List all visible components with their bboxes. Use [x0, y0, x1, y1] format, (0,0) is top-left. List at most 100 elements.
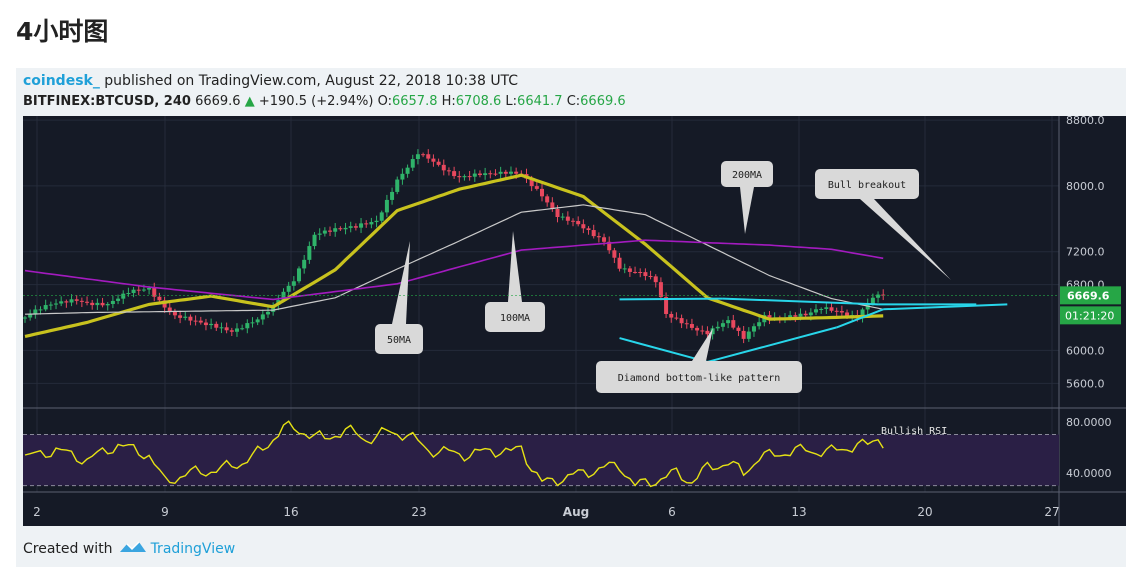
candle-up [147, 287, 152, 290]
candle-up [720, 323, 725, 327]
symbol-label: BITFINEX:BTCUSD, 240 [23, 94, 191, 109]
candle-up [410, 159, 415, 168]
candle-down [540, 188, 544, 197]
candle-up [798, 313, 803, 317]
candle-down [545, 196, 550, 203]
rsi-annotation: Bullish RSI [881, 426, 947, 437]
price-chart-svg[interactable]: 50MA 100MA 200MA Bull breakout Diamond botto… [23, 116, 1126, 526]
candle-down [612, 250, 617, 258]
candle-up [105, 303, 110, 306]
candle-down [731, 320, 736, 328]
candle-up [116, 298, 121, 301]
open-value: 6657.8 [391, 94, 438, 109]
tradingview-link[interactable]: TradingView [150, 541, 236, 557]
candle-down [689, 324, 694, 328]
candle-up [255, 319, 260, 323]
candle-up [622, 268, 627, 270]
candle-up [312, 234, 317, 247]
chart-area[interactable]: 50MA 100MA 200MA Bull breakout Diamond botto… [23, 116, 1126, 526]
candle-down [602, 237, 607, 242]
candle-up [726, 320, 731, 324]
callout-100ma-label: 100MA [500, 313, 530, 324]
candle-up [59, 301, 64, 304]
symbol-info: BITFINEX:BTCUSD, 240 6669.6 ▲ +190.5 (+2… [23, 94, 626, 109]
candle-down [152, 287, 157, 297]
candle-up [374, 220, 379, 223]
candle-down [203, 322, 208, 326]
candle-down [839, 311, 844, 313]
candle-up [415, 154, 420, 160]
close-value: 6669.6 [580, 94, 626, 109]
candle-down [178, 315, 183, 318]
candle-down [627, 268, 632, 272]
candle-up [260, 314, 265, 320]
candle-up [472, 173, 477, 177]
candle-down [338, 228, 343, 230]
candle-up [28, 314, 33, 318]
footer: Created with TradingView [23, 540, 235, 558]
candle-down [85, 301, 90, 303]
pattern-line [707, 326, 837, 363]
candle-down [741, 330, 746, 339]
candle-up [710, 328, 715, 335]
candle-up [245, 323, 250, 329]
candle-down [431, 158, 436, 162]
author-link[interactable]: coindesk_ [23, 73, 100, 89]
candle-down [591, 230, 596, 237]
open-label: O: [377, 94, 392, 109]
candle-up [183, 316, 188, 318]
tradingview-logo-icon[interactable] [119, 540, 147, 558]
candle-down [607, 241, 612, 251]
rsi-line [24, 420, 884, 488]
candle-up [291, 281, 296, 286]
candle-up [265, 311, 270, 315]
candle-down [767, 315, 772, 319]
candle-down [64, 301, 69, 303]
created-with-text: Created with [23, 541, 113, 557]
candle-up [400, 173, 405, 180]
candle-down [803, 313, 808, 316]
candle-up [395, 179, 400, 192]
candle-down [829, 307, 834, 311]
candle-down [188, 316, 193, 321]
candle-down [229, 330, 234, 332]
candle-up [498, 171, 503, 174]
candle-down [421, 154, 426, 156]
up-arrow-icon: ▲ [244, 94, 255, 109]
candle-down [157, 296, 162, 301]
candle-up [876, 294, 881, 298]
candle-up [240, 328, 245, 330]
price-axis-tick: 7200.0 [1066, 246, 1105, 259]
candle-up [359, 223, 364, 228]
x-axis-tick: 16 [283, 505, 298, 519]
candle-up [209, 323, 214, 326]
candle-up [250, 322, 255, 324]
candle-up [808, 312, 813, 316]
high-value: 6708.6 [455, 94, 502, 109]
candle-down [79, 300, 84, 302]
candle-up [322, 230, 327, 234]
candle-down [162, 300, 167, 308]
candle-up [819, 309, 824, 311]
candle-up [302, 259, 307, 269]
pattern-line [619, 297, 723, 301]
callout-diamond: Diamond bottom-like pattern [596, 328, 802, 393]
callout-200ma-pointer [740, 187, 754, 234]
pattern-line [883, 303, 1008, 311]
callout-bull-breakout: Bull breakout [815, 169, 951, 280]
candle-down [534, 186, 539, 189]
candle-down [550, 202, 555, 210]
candle-up [286, 285, 291, 292]
rsi-axis-tick: 40.0000 [1066, 467, 1112, 480]
candle-up [390, 191, 395, 200]
candle-down [172, 311, 177, 316]
callout-diamond-box [596, 361, 802, 393]
candle-down [679, 318, 684, 324]
candle-down [684, 323, 689, 325]
x-axis-tick: 9 [161, 505, 169, 519]
candle-down [736, 327, 741, 331]
candle-up [95, 302, 100, 306]
candle-down [664, 297, 669, 314]
x-axis-tick: Aug [563, 505, 589, 519]
candle-down [488, 173, 493, 175]
